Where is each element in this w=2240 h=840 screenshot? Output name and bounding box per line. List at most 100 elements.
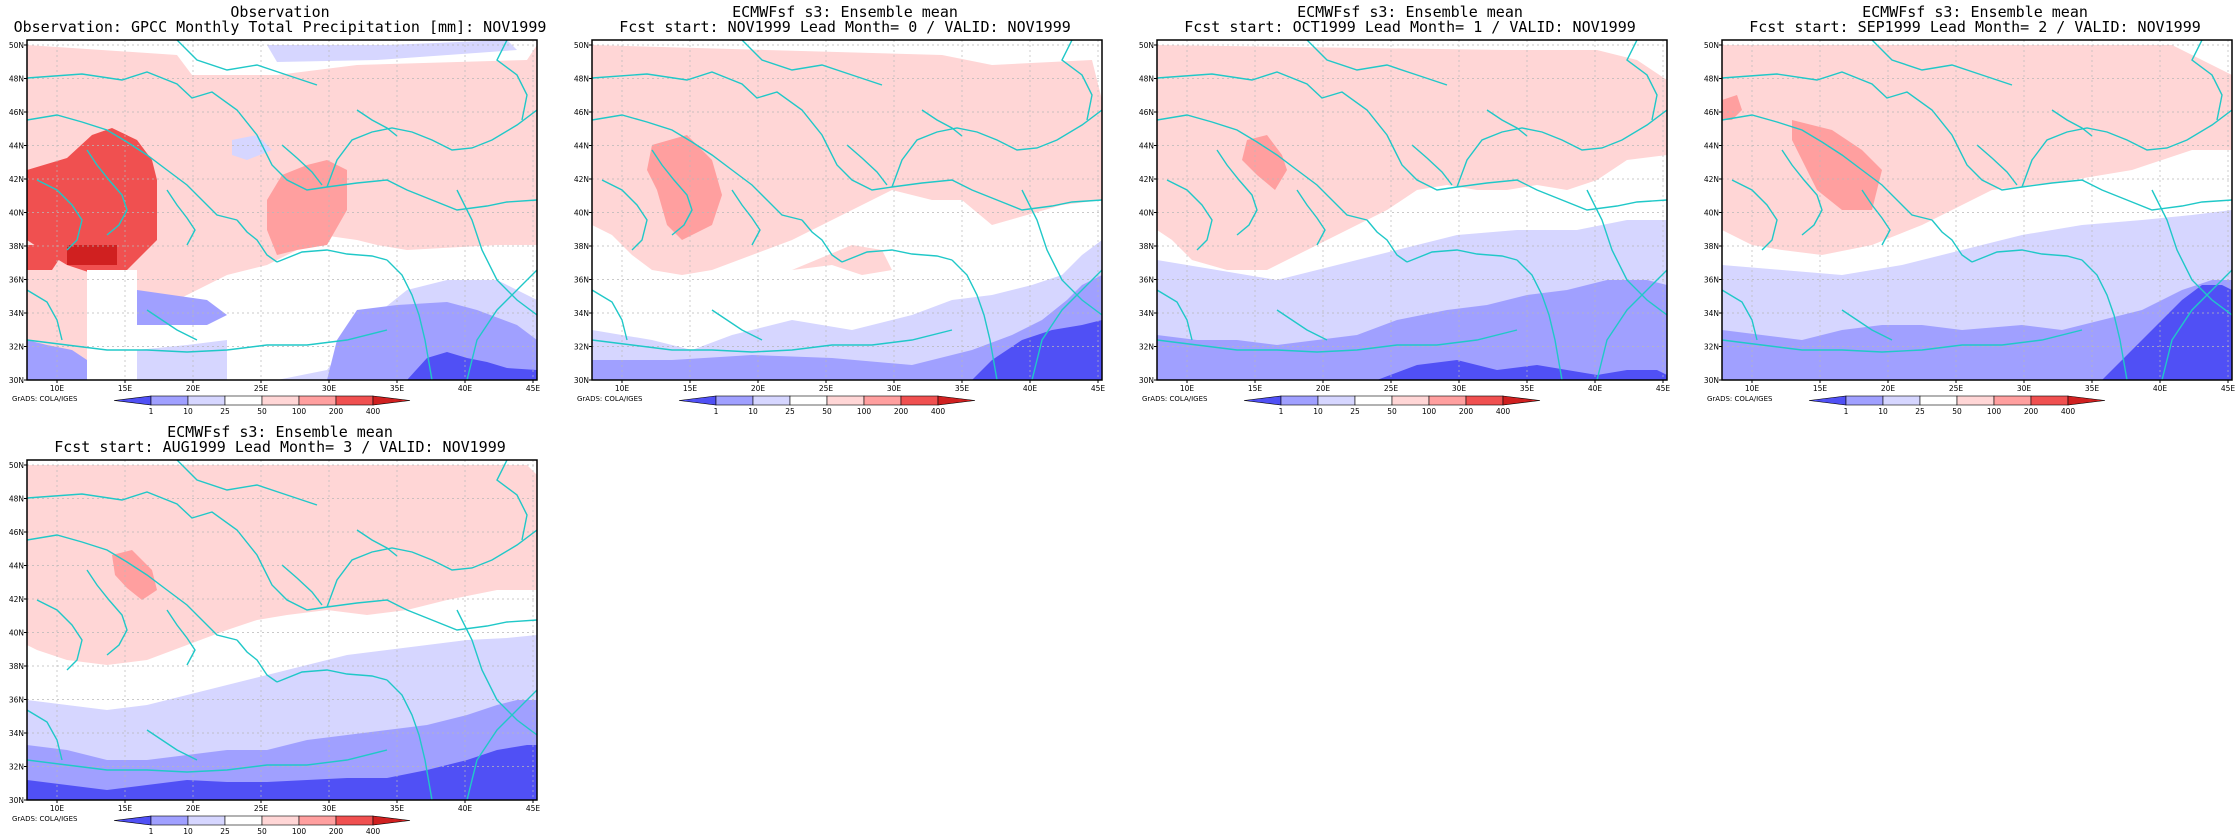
colorbar-label: 400 [931, 407, 946, 416]
colorbar-swatch-4 [1391, 395, 1430, 406]
coastline-14 [27, 709, 63, 761]
coastline-1 [891, 179, 1102, 211]
credit-label: GrADS: COLA/IGES [577, 395, 643, 403]
coastline-10 [27, 329, 388, 353]
precip-region-2 [232, 135, 272, 160]
map-panel-lead3: ECMWFsf s3: Ensemble mean Fcst start: AU… [9, 420, 550, 840]
coastline-11 [2151, 189, 2232, 316]
coastline-7 [236, 219, 278, 263]
coastline-0 [27, 491, 328, 611]
precip-region-5 [592, 275, 1102, 380]
y-tick-label: 48N [574, 75, 589, 84]
y-tick-label: 32N [1704, 343, 1719, 352]
y-tick-label: 50N [9, 461, 24, 470]
x-tick-label: 20E [751, 384, 766, 393]
x-tick-label: 30E [322, 804, 337, 813]
coastline-17 [1976, 144, 2018, 186]
coastline-8 [841, 249, 953, 263]
precip-region-13 [407, 352, 537, 380]
precip-region-5 [1722, 280, 2232, 380]
map-plot-area [1722, 40, 2232, 380]
map-plot-area [27, 460, 537, 800]
precip-region-5 [267, 160, 347, 255]
credit-label: GrADS: COLA/IGES [12, 395, 78, 403]
colorbar-label: 200 [1459, 407, 1474, 416]
y-tick-label: 40N [1704, 209, 1719, 218]
precip-region-3 [922, 125, 1072, 180]
y-tick-label: 40N [9, 209, 24, 218]
colorbar-swatch-7 [372, 815, 411, 826]
precip-region-2 [647, 135, 722, 240]
colorbar-swatch-4 [1956, 395, 1995, 406]
colorbar-swatch-6 [335, 815, 374, 826]
coastline-3 [1722, 114, 1933, 221]
precip-region-15 [137, 290, 227, 325]
y-tick-label: 36N [9, 276, 24, 285]
coastline-18 [356, 529, 398, 557]
x-tick-label: 30E [1452, 384, 1467, 393]
y-tick-label: 44N [9, 142, 24, 151]
coastline-11 [456, 609, 537, 736]
y-tick-label: 34N [9, 729, 24, 738]
colorbar-legend: 1 10 25 50 100 200 400 [1808, 395, 2106, 416]
x-tick-label: 20E [186, 804, 201, 813]
panel-title: Observation [230, 3, 330, 21]
y-tick-label: 30N [574, 376, 589, 385]
colorbar-swatch-2 [187, 815, 226, 826]
y-tick-label: 36N [1704, 276, 1719, 285]
colorbar-label: 50 [257, 827, 267, 836]
coastline-4 [86, 569, 128, 656]
x-tick-label: 45E [526, 384, 541, 393]
credit-label: GrADS: COLA/IGES [1707, 395, 1773, 403]
colorbar-swatch-3 [1919, 395, 1958, 406]
precip-region-1 [1982, 130, 2132, 175]
colorbar-swatch-1 [150, 815, 189, 826]
coastline-7 [1931, 219, 1973, 263]
coastline-6 [1861, 189, 1891, 246]
x-tick-label: 35E [955, 384, 970, 393]
map-border [1721, 39, 2233, 381]
precip-region-1 [112, 550, 157, 600]
coastline-13 [176, 40, 318, 86]
coastline-16 [711, 309, 763, 341]
map-plot-area [1157, 40, 1667, 380]
coastline-12 [2191, 40, 2223, 121]
coastline-15 [1596, 269, 1667, 380]
coastline-12 [1061, 40, 1093, 121]
coastline-17 [846, 144, 888, 186]
precip-map: 10E 15E 20E 25E 30E 35E 40E 45E 30N 32N 34N 36N 38N 4… [1704, 39, 2235, 416]
coastline-14 [1157, 289, 1193, 341]
coastline-4 [86, 149, 128, 236]
coastline-3 [592, 114, 803, 221]
coastline-2 [2021, 109, 2232, 188]
panel-title: ECMWFsf s3: Ensemble mean [1862, 3, 2088, 21]
y-tick-label: 50N [574, 41, 589, 50]
x-tick-label: 20E [1881, 384, 1896, 393]
y-tick-label: 42N [574, 175, 589, 184]
colorbar-swatch-5 [1428, 395, 1467, 406]
map-frame: 10E 15E 20E 25E 30E 35E 40E 45E 30N 32N 34N 36N 38N 4… [1139, 39, 1670, 393]
panel-title: ECMWFsf s3: Ensemble mean [732, 3, 958, 21]
coastline-16 [146, 309, 198, 341]
coastline-4 [1216, 149, 1258, 236]
colorbar-label: 100 [857, 407, 872, 416]
coastline-13 [176, 460, 318, 506]
colorbar-label: 200 [329, 407, 344, 416]
y-tick-label: 32N [574, 343, 589, 352]
colorbar-label: 1 [149, 827, 154, 836]
colorbar-label: 25 [785, 407, 795, 416]
colorbar-label: 10 [748, 407, 758, 416]
coastline-6 [166, 189, 196, 246]
colorbar-swatch-7 [937, 395, 976, 406]
coastline-1 [326, 179, 537, 211]
precip-region-12 [327, 302, 537, 380]
coastline-0 [592, 71, 893, 191]
colorbar-label: 25 [220, 407, 230, 416]
y-tick-label: 42N [9, 595, 24, 604]
coastline-6 [166, 609, 196, 666]
x-tick-label: 40E [1588, 384, 1603, 393]
coastline-10 [592, 329, 953, 353]
coastline-9 [386, 259, 433, 380]
y-tick-label: 40N [574, 209, 589, 218]
x-tick-label: 30E [322, 384, 337, 393]
